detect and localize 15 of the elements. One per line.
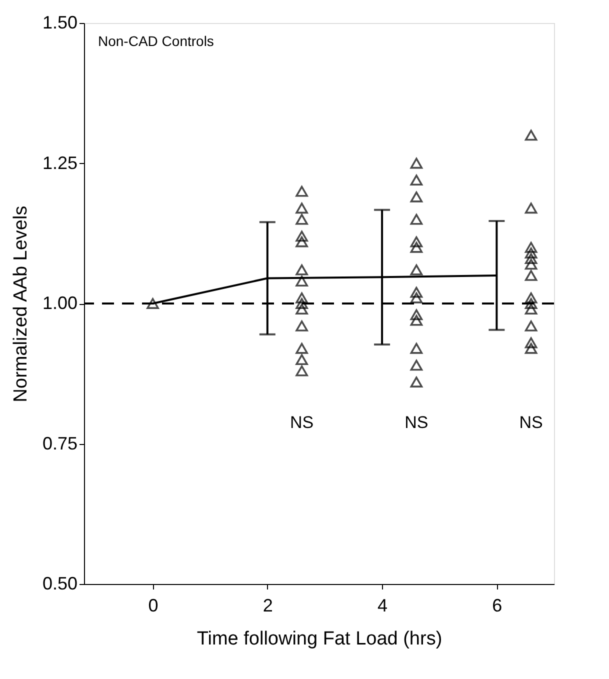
y-tick-label: 1.50 bbox=[42, 12, 78, 32]
y-tick-label: 0.50 bbox=[42, 574, 78, 594]
x-tick-label: 0 bbox=[148, 596, 158, 616]
x-tick-label: 4 bbox=[378, 596, 388, 616]
y-tick-label: 0.75 bbox=[42, 433, 78, 454]
x-axis-title: Time following Fat Load (hrs) bbox=[196, 628, 442, 650]
x-tick-label: 6 bbox=[492, 596, 502, 616]
annotation: NS bbox=[519, 413, 543, 432]
annotation: Non-CAD Controls bbox=[98, 33, 214, 49]
y-axis-title: Normalized AAb Levels bbox=[10, 206, 32, 402]
annotation: NS bbox=[404, 413, 428, 432]
y-tick-label: 1.25 bbox=[42, 152, 78, 173]
x-tick-label: 2 bbox=[262, 596, 273, 616]
y-tick-label: 1.00 bbox=[42, 293, 78, 313]
annotation: NS bbox=[290, 413, 314, 432]
